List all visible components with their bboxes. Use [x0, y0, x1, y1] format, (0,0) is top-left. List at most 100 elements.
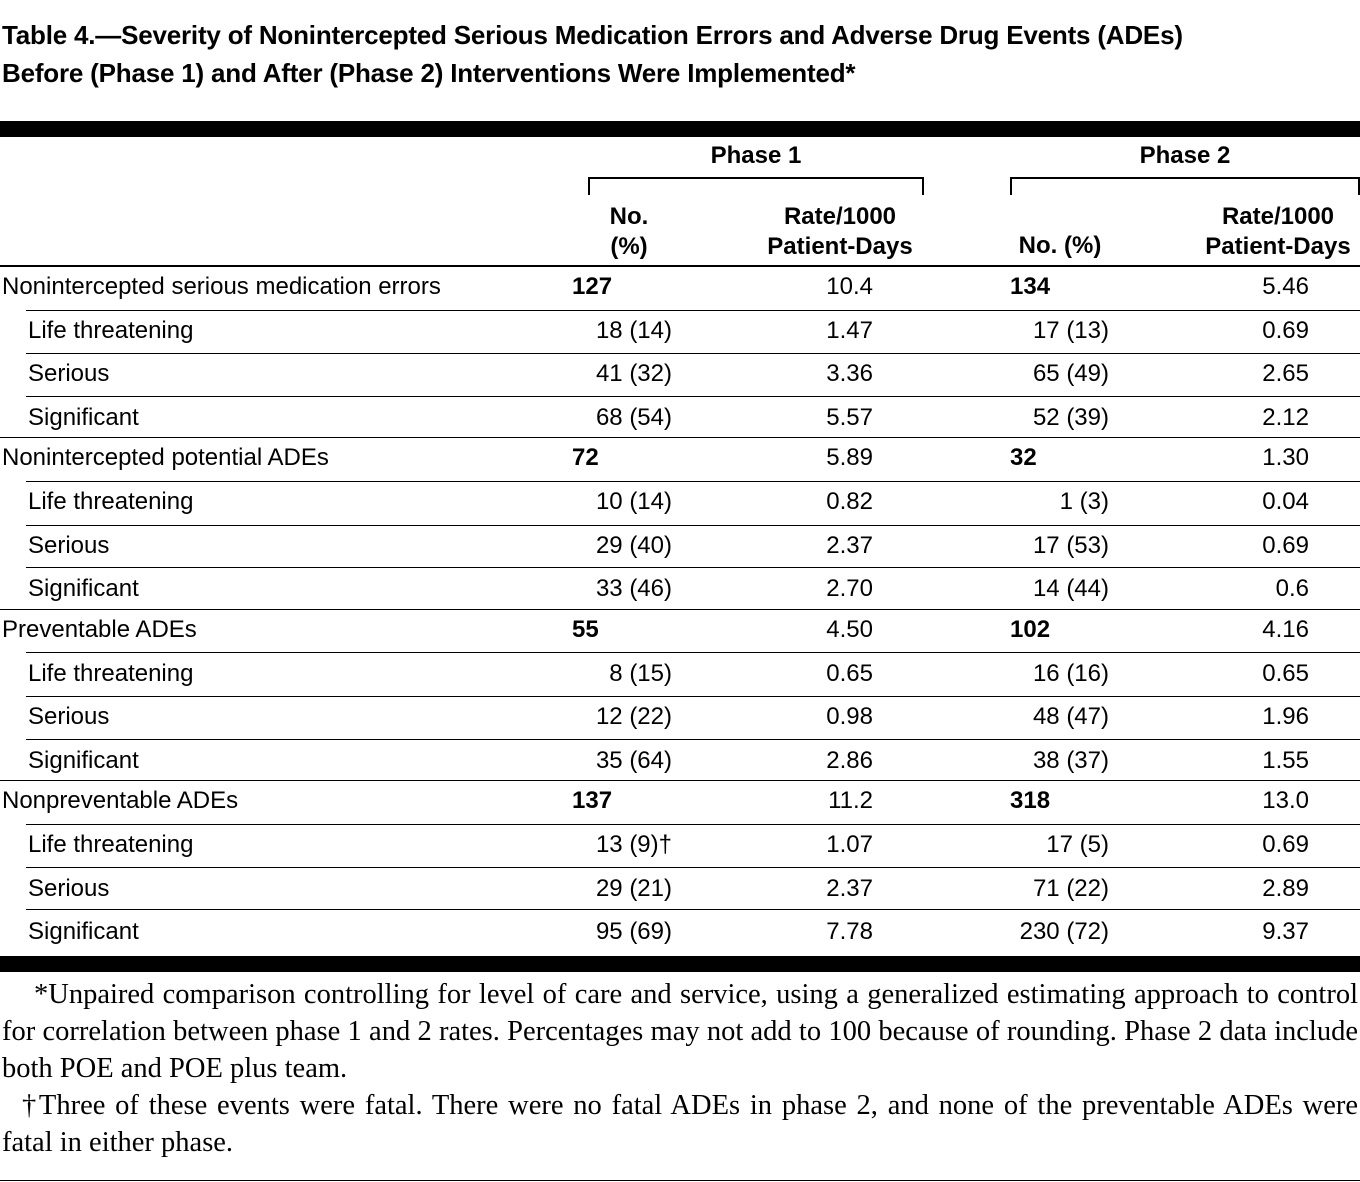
phase1-no-cell: 12 (22) [595, 703, 672, 730]
phase1-header: Phase 1 [710, 142, 802, 169]
phase2-no-cell: 52 (39) [1032, 404, 1109, 431]
row-label: Serious [28, 703, 110, 730]
phase2-rate-cell: 0.69 [1262, 831, 1309, 858]
row-separator [26, 867, 1360, 868]
phase2-rate-cell: 0.65 [1262, 660, 1309, 687]
phase1-rate-cell: 0.65 [826, 660, 873, 687]
phase2-no-cell: 14 (44) [1032, 575, 1109, 602]
row-label: Nonintercepted potential ADEs [2, 444, 329, 471]
row-label: Nonpreventable ADEs [2, 787, 239, 814]
phase2-rate-cell: 5.46 [1262, 273, 1309, 300]
row-separator [26, 824, 1360, 825]
row-separator [26, 353, 1360, 354]
phase2-header: Phase 2 [1139, 142, 1231, 169]
group-separator [0, 609, 1360, 610]
group-separator [0, 780, 1360, 781]
phase2-rate-cell: 2.65 [1262, 360, 1309, 387]
phase2-rate-cell: 1.96 [1262, 703, 1309, 730]
phase2-rate-cell: 2.12 [1262, 404, 1309, 431]
row-label: Life threatening [28, 831, 194, 858]
phase1-rate-cell: 0.82 [826, 488, 873, 515]
row-label: Serious [28, 875, 110, 902]
phase2-no-cell: 318 [1010, 787, 1051, 814]
phase2-rate-cell: 2.89 [1262, 875, 1309, 902]
row-label: Life threatening [28, 317, 194, 344]
phase2-bracket [1010, 177, 1360, 195]
phase2-rate-cell: 0.69 [1262, 532, 1309, 559]
phase2-rate-cell: 13.0 [1262, 787, 1309, 814]
phase1-bracket [588, 177, 924, 195]
phase2-rate-cell: 9.37 [1262, 918, 1309, 945]
phase1-no-cell: 55 [572, 616, 599, 643]
phase2-no-cell: 32 [1010, 444, 1037, 471]
bottom-rule [0, 956, 1360, 972]
row-separator [26, 739, 1360, 740]
phase1-no-cell: 137 [572, 787, 613, 814]
top-rule [0, 121, 1360, 137]
phase1-rate-cell: 2.37 [826, 532, 873, 559]
table-title: Table 4.—Severity of Nonintercepted Seri… [2, 16, 1358, 92]
row-separator [26, 310, 1360, 311]
row-label: Preventable ADEs [2, 616, 197, 643]
phase1-rate-cell: 1.47 [826, 317, 873, 344]
phase1-no-cell: 29 (40) [595, 532, 672, 559]
phase2-no-cell: 17 (13) [1032, 317, 1109, 344]
p1-rate-header: Rate/1000 Patient-Days [767, 203, 913, 260]
phase1-no-cell: 8 (15) [609, 660, 672, 687]
phase2-rate-cell: 1.55 [1262, 747, 1309, 774]
phase1-rate-cell: 4.50 [826, 616, 873, 643]
phase2-no-cell: 230 (72) [1019, 918, 1109, 945]
row-label: Significant [28, 747, 139, 774]
phase1-rate-cell: 5.57 [826, 404, 873, 431]
page-bottom-rule [0, 1180, 1360, 1181]
phase2-rate-cell: 0.69 [1262, 317, 1309, 344]
phase2-no-cell: 48 (47) [1032, 703, 1109, 730]
phase1-no-cell: 18 (14) [595, 317, 672, 344]
phase2-rate-cell: 0.6 [1275, 575, 1309, 602]
phase1-rate-cell: 2.37 [826, 875, 873, 902]
phase1-no-cell: 95 (69) [595, 918, 672, 945]
row-label: Significant [28, 918, 139, 945]
p2-rate-header: Rate/1000 Patient-Days [1205, 203, 1351, 260]
phase1-no-cell: 72 [572, 444, 599, 471]
phase1-rate-cell: 3.36 [826, 360, 873, 387]
row-label: Life threatening [28, 488, 194, 515]
phase1-no-cell: 29 (21) [595, 875, 672, 902]
phase1-rate-cell: 2.70 [826, 575, 873, 602]
row-separator [26, 396, 1360, 397]
phase2-rate-cell: 4.16 [1262, 616, 1309, 643]
table-title-line2: Before (Phase 1) and After (Phase 2) Int… [2, 58, 856, 88]
row-label: Serious [28, 532, 110, 559]
row-separator [26, 652, 1360, 653]
p1-no-header: No. (%) [609, 203, 649, 260]
phase1-rate-cell: 5.89 [826, 444, 873, 471]
footnote-asterisk: *Unpaired comparison controlling for lev… [2, 979, 1358, 1084]
header-rule [0, 265, 1360, 267]
phase1-no-cell: 10 (14) [595, 488, 672, 515]
phase1-no-cell: 33 (46) [595, 575, 672, 602]
phase2-no-cell: 71 (22) [1032, 875, 1109, 902]
row-separator [26, 567, 1360, 568]
footnote-dagger: †Three of these events were fatal. There… [2, 1090, 1358, 1158]
row-separator [26, 525, 1360, 526]
table-title-line1: Table 4.—Severity of Nonintercepted Seri… [2, 20, 1183, 50]
phase1-rate-cell: 11.2 [828, 787, 873, 814]
phase1-rate-cell: 1.07 [826, 831, 873, 858]
phase1-no-cell: 13 (9)† [595, 831, 672, 858]
row-label: Serious [28, 360, 110, 387]
row-separator [26, 696, 1360, 697]
row-label: Significant [28, 575, 139, 602]
group-separator [0, 437, 1360, 438]
phase1-rate-cell: 10.4 [826, 273, 873, 300]
row-label: Significant [28, 404, 139, 431]
phase2-rate-cell: 1.30 [1262, 444, 1309, 471]
row-label: Life threatening [28, 660, 194, 687]
phase2-no-cell: 38 (37) [1032, 747, 1109, 774]
phase2-no-cell: 65 (49) [1032, 360, 1109, 387]
phase2-no-cell: 1 (3) [1059, 488, 1109, 515]
footnotes: *Unpaired comparison controlling for lev… [2, 976, 1358, 1161]
phase2-rate-cell: 0.04 [1262, 488, 1309, 515]
row-separator [26, 481, 1360, 482]
phase2-no-cell: 134 [1010, 273, 1051, 300]
p2-no-header: No. (%) [1018, 232, 1102, 259]
